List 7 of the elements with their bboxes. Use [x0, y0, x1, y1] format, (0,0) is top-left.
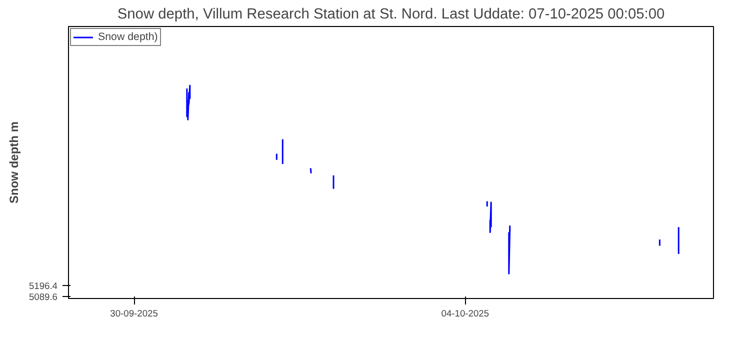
chart-title: Snow depth, Villum Research Station at St. Nord. Last Uddate: 07-10-2025 00:05:00: [117, 6, 665, 22]
y-tick-label: 5196.4: [28, 280, 58, 291]
x-tick-label: 04-10-2025: [441, 308, 490, 318]
legend-label: Snow depth): [98, 31, 158, 43]
x-tick-label: 30-09-2025: [110, 308, 158, 318]
y-tick-label: 5089.6: [28, 292, 58, 302]
y-axis-title: Snow depth m: [6, 122, 21, 204]
